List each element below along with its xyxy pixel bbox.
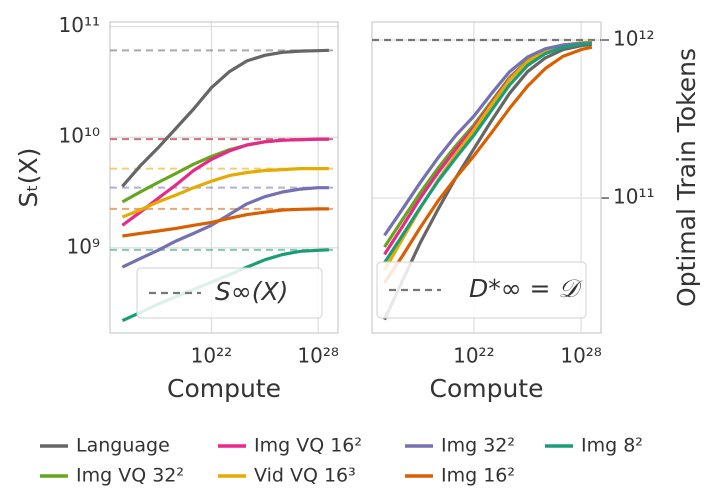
y-tick-label: 10¹¹ bbox=[613, 185, 654, 209]
x-axis-label: Compute bbox=[167, 374, 281, 403]
series-line bbox=[383, 41, 593, 264]
y-tick-label: 10⁹ bbox=[67, 234, 100, 258]
series-line bbox=[121, 167, 329, 219]
y-tick-label: 10¹⁰ bbox=[59, 124, 100, 148]
series-line bbox=[121, 137, 329, 204]
series-line bbox=[383, 41, 593, 237]
series-line bbox=[121, 137, 329, 227]
y-tick-label: 10¹² bbox=[613, 27, 654, 51]
series-line bbox=[122, 207, 329, 238]
legend-box bbox=[376, 261, 587, 319]
series-line bbox=[121, 48, 329, 188]
legend-label: Img VQ 16² bbox=[254, 435, 362, 457]
y-axis-label: Optimal Train Tokens bbox=[672, 48, 701, 307]
legend-label: Vid VQ 16³ bbox=[254, 465, 356, 487]
legend-label: Language bbox=[76, 435, 170, 457]
legend-label: S∞(X) bbox=[215, 277, 288, 306]
legend-label: Img 8² bbox=[581, 435, 643, 457]
x-tick-label: 10²⁸ bbox=[560, 344, 601, 368]
series-line bbox=[121, 186, 329, 269]
y-tick-label: 10¹¹ bbox=[59, 13, 100, 37]
series-line bbox=[383, 41, 593, 256]
legend-label: Img 16² bbox=[441, 465, 515, 487]
plot-frame bbox=[109, 21, 339, 334]
legend-label: D*∞ = 𝒟 bbox=[469, 274, 583, 303]
legend-label: Img VQ 32² bbox=[76, 465, 184, 487]
legend-box bbox=[136, 267, 323, 319]
series-line bbox=[383, 45, 593, 284]
x-tick-label: 10²² bbox=[453, 344, 494, 368]
plot-frame bbox=[371, 21, 602, 334]
plot-area bbox=[372, 38, 601, 321]
legend-label: Img 32² bbox=[441, 435, 515, 457]
series-line bbox=[383, 42, 593, 321]
y-axis-label: Sₜ(X) bbox=[14, 148, 43, 208]
x-tick-label: 10²⁸ bbox=[297, 344, 338, 368]
x-axis-label: Compute bbox=[429, 374, 543, 403]
x-tick-label: 10²² bbox=[191, 344, 232, 368]
